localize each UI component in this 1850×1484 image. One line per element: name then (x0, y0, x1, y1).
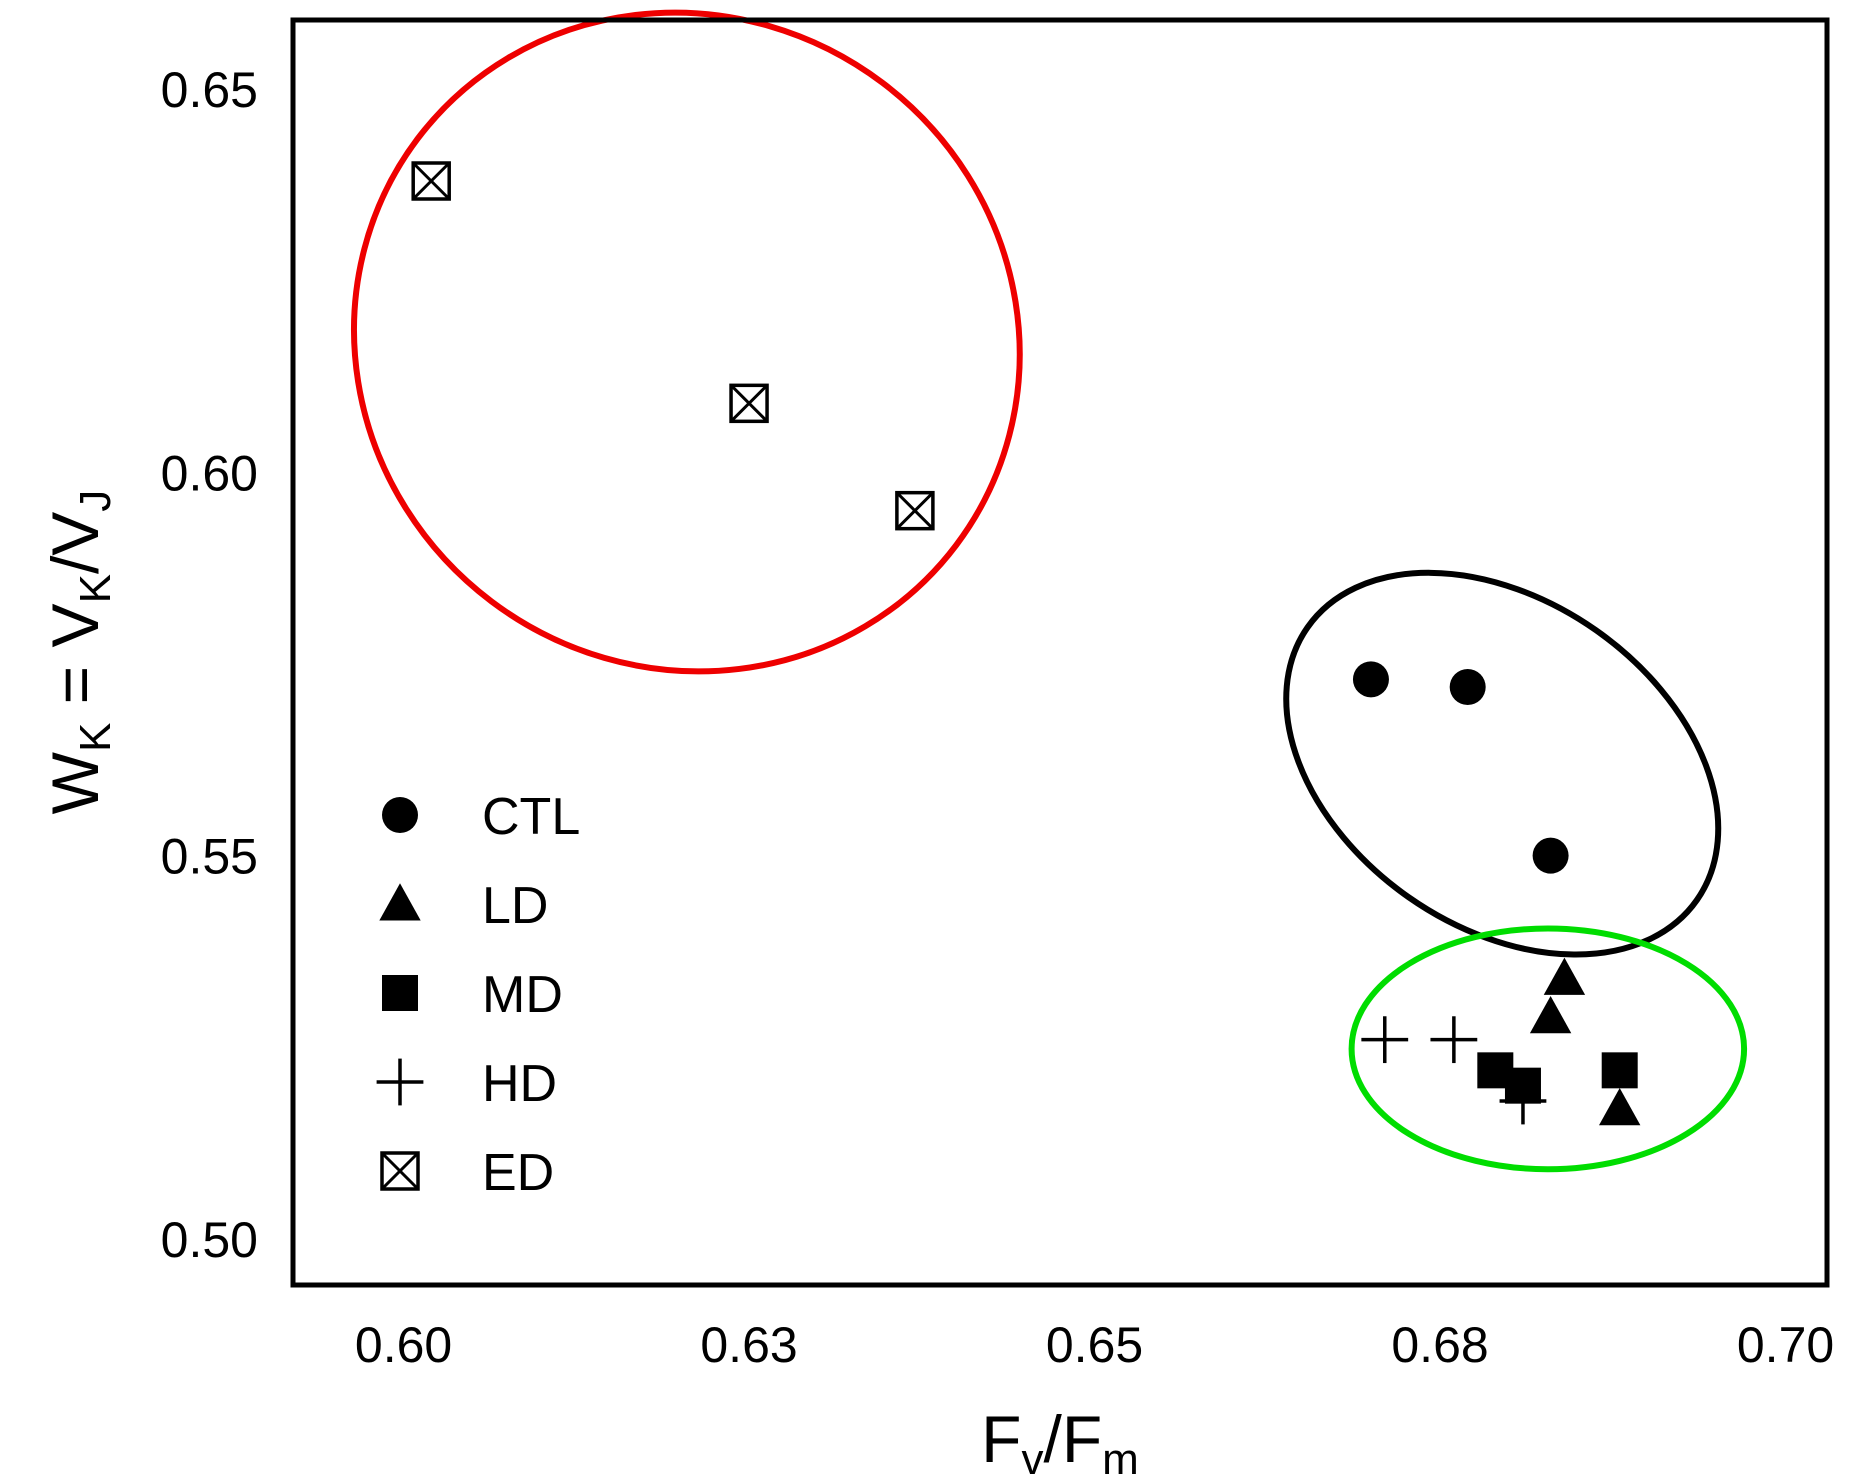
x-axis-title-slash: / (1044, 1402, 1063, 1476)
data-point-ed-3 (895, 490, 935, 531)
y-tick-label-3: 0.55 (161, 829, 258, 885)
x-axis-title: Fv/Fm (981, 1402, 1139, 1484)
y-axis-title: WK = VK/VJ (38, 490, 120, 815)
y-tick-label-2: 0.60 (161, 445, 258, 501)
data-point-ed-1 (411, 161, 451, 201)
x-tick-label-5: 0.70 (1737, 1317, 1834, 1373)
data-point-ctl-2 (1449, 669, 1486, 705)
legend-label-hd: HD (482, 1055, 557, 1113)
plot-frame (290, 17, 1830, 1288)
cluster-ellipse-2 (1283, 569, 1722, 958)
data-point-ctl-3 (1532, 837, 1569, 874)
data-point-md-3 (1601, 1052, 1638, 1089)
x-tick-label-2: 0.63 (700, 1317, 797, 1373)
legend-marker-md (382, 975, 418, 1011)
x-tick-label-1: 0.60 (355, 1317, 452, 1373)
y-axis-title-eq-v: = V (38, 603, 112, 722)
legend-marker-ctl (382, 797, 418, 833)
y-tick-label-1: 0.65 (161, 62, 258, 118)
data-point-ed-2 (729, 383, 769, 424)
x-axis-title-f2: F (1062, 1402, 1102, 1476)
y-tick-label-4: 0.50 (161, 1212, 258, 1268)
y-axis-title-sub-j: J (71, 490, 120, 512)
legend-marker-hd (376, 1058, 424, 1106)
axis-ticks: 0.60 0.63 0.65 0.68 0.70 0.65 0.60 0.55 0.50 (161, 62, 1835, 1373)
cluster-ellipse-1 (351, 9, 1023, 675)
legend-marker-ed (380, 1151, 420, 1191)
x-tick-label-3: 0.65 (1046, 1317, 1143, 1373)
y-axis-title-w: W (38, 751, 112, 814)
cluster-ellipse-3 (1348, 925, 1748, 1173)
legend-label-ctl: CTL (482, 788, 580, 846)
data-point-hd-1 (1361, 1016, 1409, 1064)
x-axis-title-f: F (981, 1402, 1021, 1476)
data-point-hd-3 (1499, 1077, 1547, 1125)
data-point-ld-1 (1543, 957, 1586, 995)
data-points (411, 161, 1641, 1126)
legend: CTL LD MD HD ED (376, 788, 580, 1202)
x-tick-label-4: 0.68 (1391, 1317, 1488, 1373)
data-point-ld-3 (1599, 1087, 1641, 1126)
legend-label-md: MD (482, 966, 563, 1024)
x-axis-title-sub-v: v (1022, 1435, 1044, 1484)
legend-label-ed: ED (482, 1144, 554, 1202)
data-point-hd-2 (1430, 1016, 1478, 1064)
cluster-ellipses (351, 9, 1748, 1173)
y-axis-title-slash-v: /V (38, 512, 112, 574)
legend-label-ld: LD (482, 877, 548, 935)
y-axis-title-sub-k: K (71, 723, 120, 752)
x-axis-title-sub-m: m (1102, 1435, 1139, 1484)
data-point-ctl-1 (1352, 661, 1389, 698)
data-point-ld-2 (1529, 995, 1572, 1034)
y-axis-title-sub-k2: K (71, 574, 120, 603)
legend-marker-ld (379, 883, 421, 921)
